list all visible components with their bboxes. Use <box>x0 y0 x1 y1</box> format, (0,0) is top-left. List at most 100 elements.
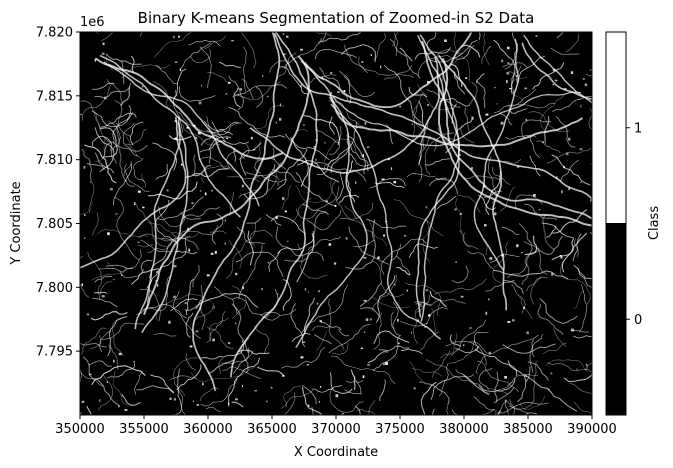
fracture-line <box>476 73 485 84</box>
fracture-line <box>257 366 284 375</box>
fracture-line <box>371 274 397 311</box>
fracture-line <box>343 76 352 104</box>
fracture-line <box>192 32 281 392</box>
fracture-line <box>432 350 451 378</box>
fracture-line <box>152 142 178 171</box>
fracture-line <box>348 226 389 265</box>
fracture-line <box>386 124 393 145</box>
fracture-line <box>371 296 411 309</box>
class-1-speck <box>89 373 92 376</box>
fracture-line <box>414 300 433 307</box>
class-1-speck <box>335 394 339 398</box>
class-1-speck <box>300 356 304 359</box>
fracture-line <box>95 57 284 160</box>
class-1-speck <box>304 288 307 291</box>
fracture-line <box>232 296 280 316</box>
fracture-line <box>192 264 200 288</box>
class-1-speck <box>106 381 108 383</box>
fracture-line <box>426 89 461 108</box>
fracture-line <box>130 55 135 74</box>
class-1-speck <box>179 68 182 72</box>
class-1-speck <box>118 405 120 408</box>
class-1-speck <box>316 302 319 305</box>
class-1-speck <box>571 328 574 332</box>
fracture-line <box>463 374 490 394</box>
fracture-line <box>368 219 388 247</box>
fracture-line <box>168 135 192 141</box>
class-1-speck <box>566 152 569 156</box>
fracture-line <box>502 227 520 235</box>
fracture-line <box>87 251 103 301</box>
fracture-line <box>103 142 112 158</box>
class-1-speck <box>417 319 419 322</box>
x-tick-label: 365000 <box>247 422 297 437</box>
class-1-speck <box>86 313 89 316</box>
fracture-line <box>418 101 426 165</box>
fracture-line <box>303 32 473 109</box>
class-1-speck <box>444 39 447 42</box>
class-1-speck <box>284 210 287 213</box>
class-1-speck <box>94 59 97 62</box>
fracture-line <box>454 71 466 95</box>
class-1-speck <box>516 244 519 248</box>
class-1-speck <box>173 398 177 401</box>
class-1-speck <box>235 322 237 325</box>
fracture-line <box>141 173 146 189</box>
fracture-line <box>502 343 556 354</box>
fracture-line <box>524 203 558 220</box>
class-1-speck <box>242 384 243 388</box>
fracture-line <box>155 293 212 321</box>
fracture-line <box>227 176 260 183</box>
fracture-line <box>231 303 249 353</box>
fracture-line <box>468 338 534 354</box>
fracture-line <box>231 401 244 408</box>
fracture-line <box>345 219 377 270</box>
fracture-line <box>88 181 95 213</box>
class-1-speck <box>370 54 372 56</box>
fracture-line <box>506 71 518 95</box>
fracture-line <box>238 143 250 160</box>
class-1-speck <box>282 197 285 200</box>
fracture-line <box>139 288 161 322</box>
fracture-line <box>366 219 407 229</box>
fracture-line <box>330 133 350 174</box>
fracture-line <box>475 80 486 109</box>
fracture-line <box>531 334 543 358</box>
class-1-speck <box>471 116 474 120</box>
class-1-speck <box>302 341 306 343</box>
fracture-line <box>233 87 241 108</box>
fracture-line <box>503 279 524 294</box>
fracture-line <box>179 42 212 71</box>
class-1-speck <box>355 181 357 184</box>
fracture-line <box>140 259 153 272</box>
class-1-speck <box>523 306 526 309</box>
class-1-speck <box>109 188 113 191</box>
fracture-line <box>314 128 340 144</box>
fracture-line <box>233 147 237 163</box>
class-1-speck <box>204 192 207 196</box>
fracture-line <box>297 160 340 183</box>
class-1-speck <box>98 399 101 402</box>
fracture-line <box>224 350 254 364</box>
class-1-speck <box>365 318 369 321</box>
class-1-speck <box>369 318 372 321</box>
class-1-speck <box>385 362 388 365</box>
class-1-speck <box>383 234 386 237</box>
class-1-speck <box>172 35 175 39</box>
fracture-line <box>320 322 342 331</box>
fracture-line <box>212 121 226 143</box>
fracture-line <box>190 48 211 63</box>
class-1-speck <box>493 212 497 216</box>
fracture-line <box>507 374 538 386</box>
class-1-speck <box>511 319 515 322</box>
class-1-speck <box>542 141 544 143</box>
class-1-speck <box>484 224 487 227</box>
class-1-speck <box>275 121 277 124</box>
fracture-line <box>99 330 111 353</box>
fracture-line <box>236 226 265 244</box>
class-1-speck <box>516 75 518 77</box>
class-1-speck <box>80 412 82 415</box>
fracture-line <box>349 142 369 172</box>
fracture-line <box>338 194 359 204</box>
fracture-line <box>493 387 515 404</box>
